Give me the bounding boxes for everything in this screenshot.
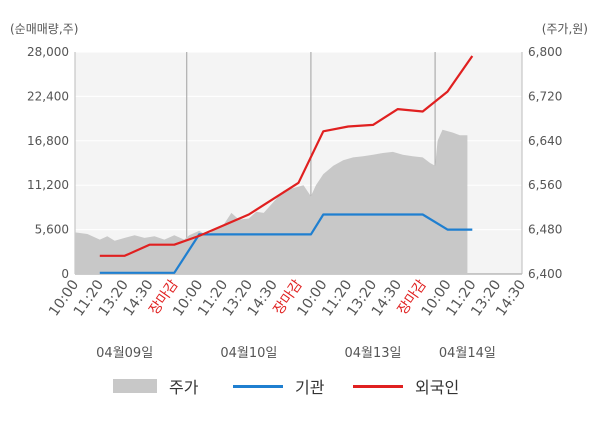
date-label: 04월13일 [344,346,401,361]
right-tick-label: 6,560 [528,178,562,192]
date-label: 04월14일 [439,346,496,361]
series-line-institution [99,213,473,274]
series-area-price [75,129,468,274]
x-axis-ticks: 10:0011:2013:2014:30장마감10:0011:2013:2014… [46,277,529,319]
right-tick-label: 6,400 [528,267,562,281]
legend-swatch-institution [233,384,283,388]
left-tick-label: 22,400 [27,89,69,103]
date-label: 04월09일 [96,346,153,361]
left-tick-label: 28,000 [27,45,69,59]
right-tick-label: 6,720 [528,89,562,103]
left-axis-ticks: 28,000 22,400 16,800 11,200 5,600 0 [27,45,69,281]
legend-label-institution: 기관 [295,378,325,397]
left-tick-label: 0 [61,267,69,281]
legend-item-institution: 기관 [233,374,324,398]
legend-swatch-foreign [353,384,403,388]
legend: 주가 기관 외국인 [0,374,600,398]
legend-item-foreign: 외국인 [353,374,459,398]
legend-swatch-price [113,379,157,393]
right-axis-unit: (주가,원) [541,22,588,36]
price-area-layer [75,129,468,274]
right-axis-ticks: 6,800 6,720 6,640 6,560 6,480 6,400 [528,45,562,281]
legend-label-foreign: 외국인 [415,378,460,397]
right-tick-label: 6,800 [528,45,562,59]
left-tick-label: 16,800 [27,134,69,148]
date-labels: 04월09일 04월10일 04월13일 04월14일 [96,346,496,361]
left-tick-label: 11,200 [27,178,69,192]
legend-label-price: 주가 [169,378,199,397]
right-tick-label: 6,640 [528,134,562,148]
left-axis-unit: (순매매량,주) [10,22,79,36]
series-line-foreign [99,55,474,257]
line-layer [99,55,474,274]
left-tick-label: 5,600 [35,223,69,237]
right-tick-label: 6,480 [528,223,562,237]
date-label: 04월10일 [220,346,277,361]
legend-item-price: 주가 [113,374,198,398]
